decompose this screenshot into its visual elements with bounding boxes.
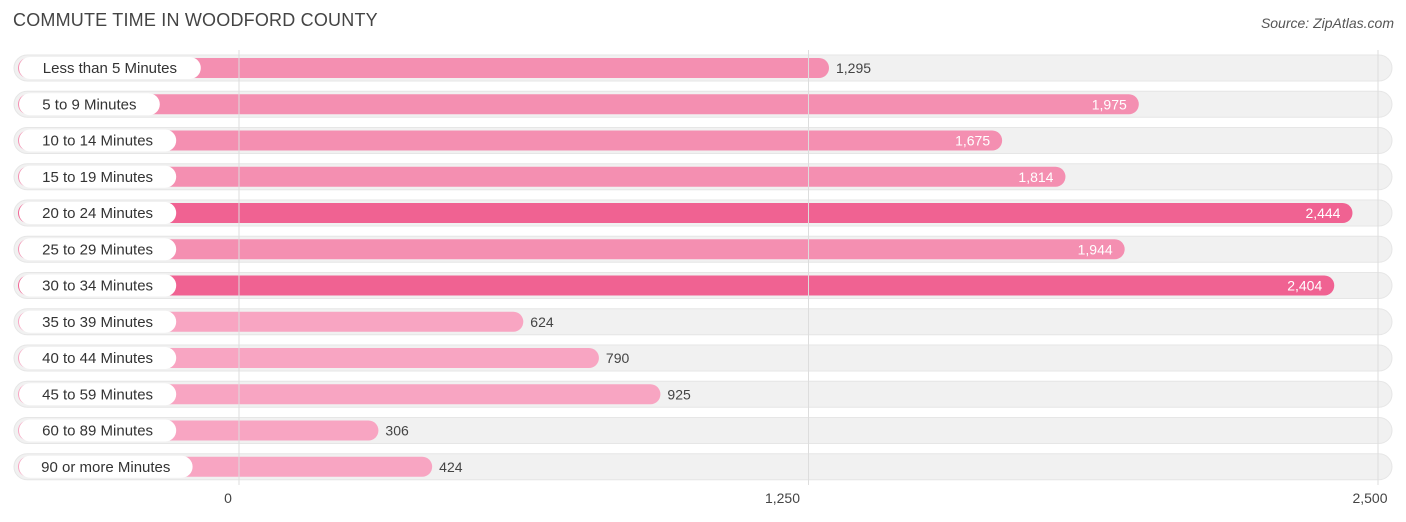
value-label: 2,444 [1305, 205, 1340, 221]
category-label: 35 to 39 Minutes [42, 314, 153, 331]
tick-label: 1,250 [765, 490, 800, 506]
bar [18, 166, 1066, 187]
bar [18, 130, 1003, 151]
bar-row: 20 to 24 Minutes 2,444 [13, 199, 1393, 227]
value-label: 1,944 [1078, 241, 1113, 257]
category-label: 45 to 59 Minutes [42, 386, 153, 403]
value-label: 1,295 [836, 60, 871, 76]
bar [18, 58, 830, 78]
bar [18, 203, 1353, 223]
bar-row: 5 to 9 Minutes 1,975 [13, 90, 1393, 118]
category-label: 15 to 19 Minutes [42, 169, 153, 186]
value-label: 1,814 [1018, 169, 1053, 185]
bar-row: 60 to 89 Minutes 306 [13, 417, 1393, 444]
value-label: 306 [385, 423, 409, 439]
category-pill [19, 455, 193, 478]
category-label: 40 to 44 Minutes [42, 350, 153, 367]
category-label: 90 or more Minutes [41, 459, 170, 476]
bar-row: Less than 5 Minutes 1,295 [13, 54, 1393, 82]
bar [18, 94, 1139, 115]
value-label: 1,975 [1092, 96, 1127, 112]
category-label: 25 to 29 Minutes [42, 241, 153, 258]
value-label: 424 [439, 459, 463, 475]
category-pill [19, 202, 177, 224]
category-pill [19, 347, 177, 369]
category-label: 5 to 9 Minutes [42, 96, 136, 113]
bar-row: 90 or more Minutes 424 [13, 453, 1393, 481]
category-label: 60 to 89 Minutes [42, 423, 153, 440]
x-axis-ticks: 0 1,250 2,500 [224, 490, 1388, 506]
category-pill [19, 383, 177, 406]
bar [18, 275, 1335, 296]
value-label: 790 [606, 350, 630, 366]
bar-row: 10 to 14 Minutes 1,675 [13, 127, 1393, 154]
category-pill [19, 57, 201, 79]
bar-row: 45 to 59 Minutes 925 [13, 380, 1393, 408]
category-label: Less than 5 Minutes [43, 60, 177, 77]
category-pill [19, 238, 177, 261]
bar [18, 384, 661, 405]
value-label: 925 [667, 386, 691, 402]
bar-row: 15 to 19 Minutes 1,814 [13, 163, 1393, 191]
value-label: 624 [530, 314, 554, 330]
category-label: 10 to 14 Minutes [42, 133, 153, 150]
bar-row: 30 to 34 Minutes 2,404 [13, 272, 1393, 299]
category-pill [19, 419, 177, 442]
category-label: 20 to 24 Minutes [42, 205, 153, 222]
category-pill [19, 310, 177, 333]
category-pill [19, 93, 160, 116]
bar [18, 239, 1125, 260]
bar-row: 40 to 44 Minutes 790 [13, 344, 1393, 372]
tick-label: 2,500 [1352, 490, 1387, 506]
category-pill [19, 165, 177, 188]
category-pill [19, 274, 177, 297]
tick-label: 0 [224, 490, 232, 506]
grid-lines [238, 50, 1379, 485]
category-pill [19, 129, 177, 152]
bar-rows: Less than 5 Minutes 1,295 5 to 9 Minutes 1,… [13, 54, 1393, 481]
bar-row: 35 to 39 Minutes 624 [13, 308, 1393, 336]
value-label: 1,675 [955, 133, 990, 149]
chart-title: COMMUTE TIME IN WOODFORD COUNTY [13, 10, 378, 30]
source-label: Source: ZipAtlas.com [1260, 15, 1394, 31]
category-label: 30 to 34 Minutes [42, 278, 153, 295]
bar-row: 25 to 29 Minutes 1,944 [13, 235, 1393, 263]
value-label: 2,404 [1287, 278, 1322, 294]
